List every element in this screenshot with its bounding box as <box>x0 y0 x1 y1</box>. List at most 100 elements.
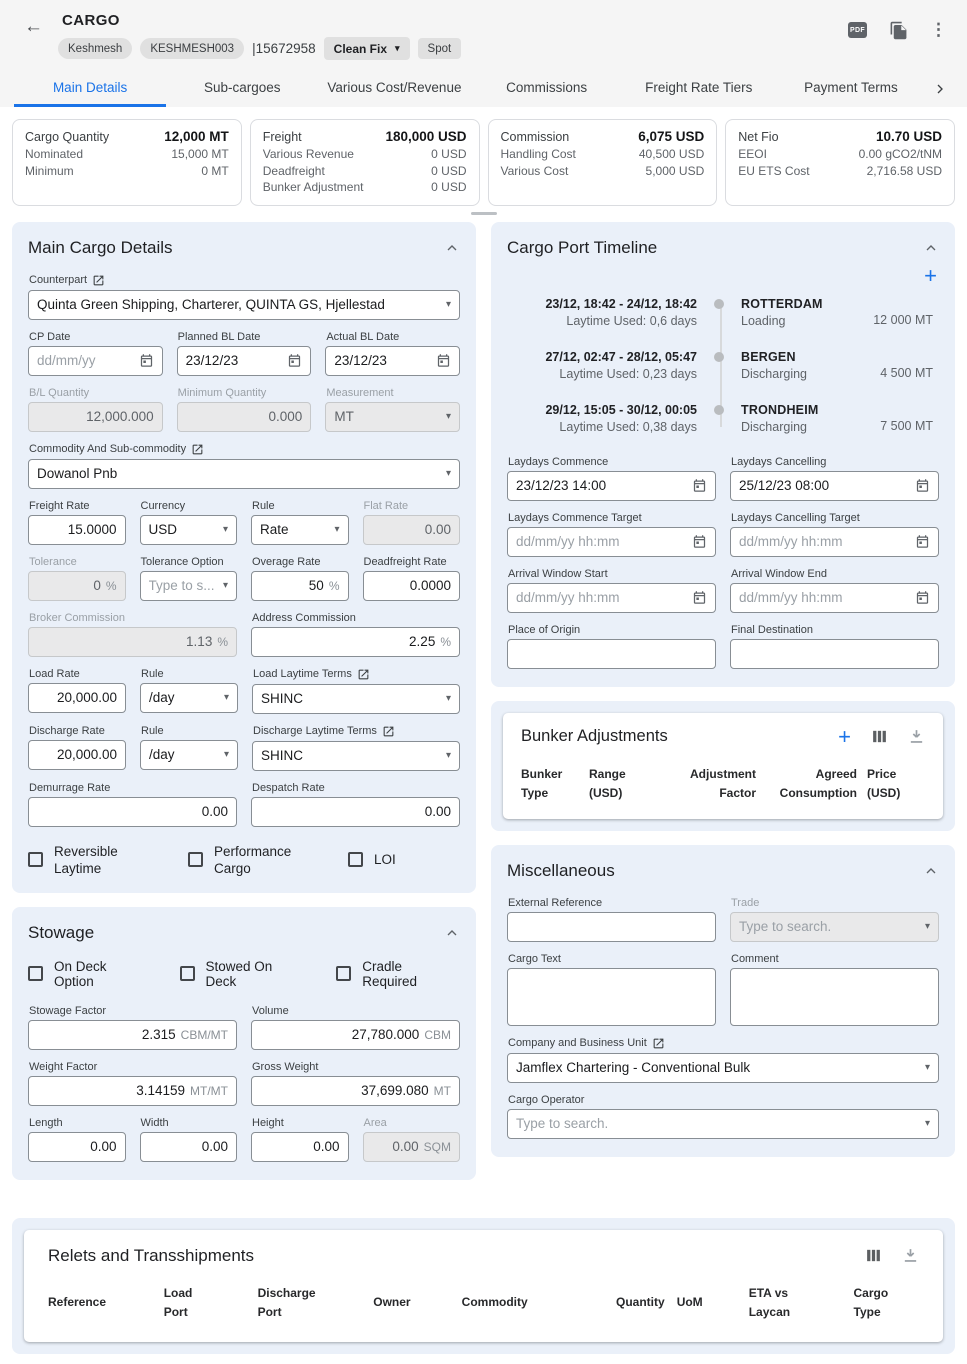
address-commission-input[interactable]: 2.25% <box>251 626 460 657</box>
planned-bl-date-input[interactable]: 23/12/23 <box>176 345 312 376</box>
calendar-icon[interactable] <box>915 534 930 549</box>
download-icon[interactable] <box>908 728 925 745</box>
field-label: Volume <box>252 1004 289 1017</box>
discharge-rate-input[interactable]: 20,000.00 <box>28 739 126 770</box>
field-label: Address Commission <box>252 611 356 624</box>
tab-main-details[interactable]: Main Details <box>14 70 167 107</box>
field-value: 0.00 <box>424 522 451 537</box>
columns-icon[interactable] <box>865 1247 882 1264</box>
tabs-scroll-right-button[interactable] <box>927 70 953 107</box>
field-value: 15.0000 <box>67 522 117 537</box>
calendar-icon[interactable] <box>915 478 930 493</box>
tab-various-cost-revenue[interactable]: Various Cost/Revenue <box>327 79 462 95</box>
open-in-new-icon[interactable] <box>382 725 395 738</box>
load-rule-select[interactable]: /day ▾ <box>140 682 238 713</box>
collapse-button[interactable] <box>444 925 460 941</box>
tab-sub-cargoes[interactable]: Sub-cargoes <box>203 79 281 95</box>
columns-icon[interactable] <box>871 728 888 745</box>
calendar-icon[interactable] <box>915 590 930 605</box>
freight-rule-select[interactable]: Rate ▾ <box>251 514 349 545</box>
height-input[interactable]: 0.00 <box>251 1131 349 1162</box>
broker-commission-input: 1.13% <box>28 626 237 657</box>
commodity-select[interactable]: Dowanol Pnb ▾ <box>28 458 460 489</box>
laydays-cancelling-target-input[interactable]: dd/mm/yy hh:mm <box>730 526 939 557</box>
actual-bl-date-input[interactable]: 23/12/23 <box>325 345 460 376</box>
status-dropdown-chip[interactable]: Clean Fix ▾ <box>323 37 410 60</box>
deadfreight-rate-input[interactable]: 0.0000 <box>362 570 460 601</box>
timeline-entry-bergen[interactable]: 27/12, 02:47 - 28/12, 05:47 Laytime Used:… <box>507 349 933 383</box>
loi-checkbox[interactable]: LOI <box>348 851 396 868</box>
tab-freight-rate-tiers[interactable]: Freight Rate Tiers <box>645 79 753 95</box>
laydays-cancelling-input[interactable]: 25/12/23 08:00 <box>730 470 939 501</box>
chevron-up-icon <box>447 244 457 250</box>
comment-textarea[interactable] <box>730 967 939 1026</box>
tolerance-option-select[interactable]: Type to s... ▾ <box>139 570 237 601</box>
calendar-icon[interactable] <box>692 534 707 549</box>
on-deck-option-checkbox[interactable]: On Deck Option <box>28 959 150 989</box>
resize-handle[interactable] <box>470 211 497 215</box>
copy-button[interactable] <box>889 21 908 40</box>
checkbox-label: Reversible Laytime <box>54 843 118 876</box>
currency-select[interactable]: USD ▾ <box>139 514 237 545</box>
tab-commissions[interactable]: Commissions <box>506 79 588 95</box>
add-port-button[interactable]: + <box>924 262 937 288</box>
weight-factor-input[interactable]: 3.14159 MT/MT <box>28 1075 237 1106</box>
collapse-button[interactable] <box>444 240 460 256</box>
collapse-button[interactable] <box>923 863 939 879</box>
arrival-window-start-input[interactable]: dd/mm/yy hh:mm <box>507 582 716 613</box>
timeline-entry-rotterdam[interactable]: 23/12, 18:42 - 24/12, 18:42 Laytime Used:… <box>507 296 933 330</box>
field-value: MT <box>334 409 354 424</box>
calendar-icon[interactable] <box>692 590 707 605</box>
cargo-text-textarea[interactable] <box>507 967 716 1026</box>
load-rate-input[interactable]: 20,000.00 <box>28 682 126 713</box>
company-business-unit-select[interactable]: Jamflex Chartering - Conventional Bulk ▾ <box>507 1052 939 1083</box>
freight-rate-input[interactable]: 15.0000 <box>28 514 126 545</box>
calendar-icon[interactable] <box>139 353 154 368</box>
open-in-new-icon[interactable] <box>191 443 204 456</box>
calendar-icon[interactable] <box>436 353 451 368</box>
calendar-icon[interactable] <box>692 478 707 493</box>
cradle-required-checkbox[interactable]: Cradle Required <box>336 959 460 989</box>
volume-input[interactable]: 27,780.000 CBM <box>251 1019 460 1050</box>
despatch-rate-input[interactable]: 0.00 <box>251 796 460 827</box>
export-pdf-button[interactable]: PDF <box>848 22 867 38</box>
open-in-new-icon[interactable] <box>92 274 105 287</box>
discharge-rule-select[interactable]: /day ▾ <box>140 739 238 770</box>
calendar-icon[interactable] <box>287 353 302 368</box>
arrival-window-end-input[interactable]: dd/mm/yy hh:mm <box>730 582 939 613</box>
open-in-new-icon[interactable] <box>357 668 370 681</box>
counterpart-select[interactable]: Quinta Green Shipping, Charterer, QUINTA… <box>28 289 460 320</box>
stowed-on-deck-checkbox[interactable]: Stowed On Deck <box>179 959 307 989</box>
length-input[interactable]: 0.00 <box>28 1131 126 1162</box>
download-icon[interactable] <box>902 1247 919 1264</box>
final-destination-input[interactable] <box>730 638 939 669</box>
stowage-factor-input[interactable]: 2.315 CBM/MT <box>28 1019 237 1050</box>
port-activity: Discharging <box>741 419 808 434</box>
load-laytime-terms-select[interactable]: SHINC ▾ <box>252 683 460 714</box>
port-name: TRONDHEIM <box>741 402 819 417</box>
add-bunker-adjustment-button[interactable]: + <box>838 723 851 749</box>
discharge-laytime-terms-select[interactable]: SHINC ▾ <box>252 740 460 771</box>
more-options-button[interactable]: ⋮ <box>930 20 947 40</box>
unit-suffix: SQM <box>423 1139 451 1154</box>
reversible-laytime-checkbox[interactable]: Reversible Laytime <box>28 843 154 877</box>
tab-payment-terms[interactable]: Payment Terms <box>804 79 898 95</box>
field-label: Flat Rate <box>363 499 409 512</box>
cargo-operator-select[interactable]: Type to search. ▾ <box>507 1108 939 1139</box>
performance-cargo-checkbox[interactable]: Performance Cargo <box>188 843 314 877</box>
gross-weight-input[interactable]: 37,699.080 MT <box>251 1075 460 1106</box>
laydays-commence-input[interactable]: 23/12/23 14:00 <box>507 470 716 501</box>
field-value: /day <box>149 747 175 762</box>
timeline-entry-trondheim[interactable]: 29/12, 15:05 - 30/12, 00:05 Laytime Used:… <box>507 402 933 436</box>
collapse-button[interactable] <box>923 240 939 256</box>
laydays-commence-target-input[interactable]: dd/mm/yy hh:mm <box>507 526 716 557</box>
chevron-down-icon: ▾ <box>924 1118 930 1129</box>
place-of-origin-input[interactable] <box>507 638 716 669</box>
width-input[interactable]: 0.00 <box>139 1131 237 1162</box>
external-reference-input[interactable] <box>507 911 716 942</box>
cp-date-input[interactable]: dd/mm/yy <box>28 345 163 376</box>
open-in-new-icon[interactable] <box>652 1037 665 1050</box>
back-button[interactable]: ← <box>24 12 56 38</box>
overage-rate-input[interactable]: 50% <box>251 570 349 601</box>
demurrage-rate-input[interactable]: 0.00 <box>28 796 237 827</box>
